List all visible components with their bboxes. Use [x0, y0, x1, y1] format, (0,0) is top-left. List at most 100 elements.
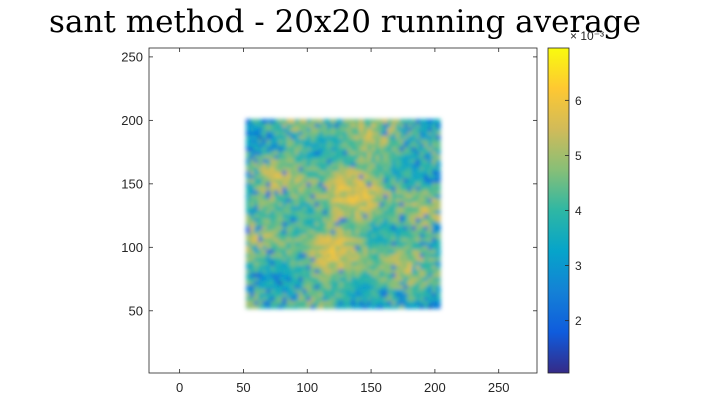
- heatmap-cell: [250, 150, 255, 156]
- heatmap-cell: [363, 213, 368, 219]
- heatmap-cell: [395, 201, 401, 207]
- heatmap-cell: [250, 126, 255, 132]
- heatmap-cell: [282, 201, 288, 207]
- heatmap-cell: [431, 292, 437, 298]
- heatmap-cell: [371, 154, 376, 160]
- heatmap-cell: [270, 276, 275, 282]
- heatmap-cell: [286, 221, 292, 227]
- heatmap-cell: [395, 146, 401, 152]
- heatmap-cell: [415, 217, 421, 223]
- heatmap-cell: [367, 205, 372, 211]
- heatmap-cell: [399, 276, 405, 282]
- heatmap-cell: [258, 221, 263, 227]
- heatmap-cell: [282, 300, 288, 305]
- heatmap-cell: [363, 138, 368, 144]
- heatmap-cell: [306, 201, 312, 207]
- heatmap-cell: [343, 209, 348, 215]
- heatmap-cell: [379, 296, 385, 301]
- heatmap-cell: [274, 272, 279, 278]
- heatmap-cell: [367, 257, 372, 262]
- heatmap-cell: [427, 253, 433, 258]
- heatmap-cell: [379, 217, 385, 223]
- heatmap-cell: [387, 150, 393, 156]
- heatmap-cell: [419, 276, 425, 282]
- heatmap-cell: [351, 166, 356, 171]
- heatmap-cell: [314, 126, 320, 132]
- heatmap-cell: [274, 130, 279, 136]
- heatmap-cell: [294, 119, 300, 124]
- heatmap-cell: [367, 304, 372, 309]
- heatmap-cell: [330, 174, 336, 179]
- heatmap-cell: [310, 296, 316, 301]
- heatmap-cell: [375, 166, 380, 171]
- heatmap-cell: [375, 229, 380, 234]
- heatmap-cell: [407, 205, 413, 211]
- heatmap-cell: [355, 217, 360, 223]
- heatmap-cell: [286, 205, 292, 211]
- heatmap-cell: [302, 241, 308, 246]
- heatmap-cell: [359, 284, 364, 290]
- heatmap-cell: [254, 178, 259, 183]
- heatmap-cell: [302, 257, 308, 262]
- heatmap-cell: [282, 229, 288, 234]
- heatmap-cell: [258, 264, 263, 270]
- heatmap-cell: [427, 300, 433, 305]
- heatmap-cell: [246, 276, 251, 282]
- heatmap-cell: [270, 205, 275, 211]
- heatmap-cell: [399, 209, 405, 215]
- heatmap-cell: [290, 178, 296, 183]
- heatmap-cell: [258, 178, 263, 183]
- heatmap-cell: [274, 288, 279, 294]
- heatmap-cell: [330, 300, 336, 305]
- heatmap-cell: [250, 130, 255, 136]
- heatmap-cell: [330, 154, 336, 160]
- heatmap-cell: [334, 209, 340, 215]
- heatmap-cell: [290, 272, 296, 278]
- heatmap-cell: [294, 257, 300, 262]
- heatmap-cell: [415, 225, 421, 231]
- heatmap-cell: [407, 237, 413, 242]
- heatmap-cell: [351, 233, 356, 238]
- heatmap-cell: [278, 154, 283, 160]
- heatmap-cell: [391, 257, 397, 262]
- heatmap-cell: [290, 253, 296, 258]
- heatmap-cell: [431, 253, 437, 258]
- y-tick-label: 100: [121, 240, 143, 255]
- heatmap-cell: [355, 233, 360, 238]
- heatmap-cell: [395, 241, 401, 246]
- heatmap-cell: [347, 229, 352, 234]
- heatmap-cell: [322, 264, 328, 270]
- heatmap-cell: [351, 292, 356, 298]
- heatmap-cell: [383, 178, 389, 183]
- heatmap-cell: [343, 193, 348, 199]
- heatmap-cell: [294, 276, 300, 282]
- heatmap-cell: [270, 123, 275, 128]
- heatmap-cell: [383, 249, 389, 254]
- heatmap-cell: [435, 150, 441, 156]
- heatmap-cell: [294, 241, 300, 246]
- heatmap-cell: [294, 296, 300, 301]
- heatmap-cell: [290, 150, 296, 156]
- heatmap-cell: [322, 182, 328, 187]
- heatmap-cell: [290, 130, 296, 136]
- heatmap-cell: [258, 186, 263, 191]
- heatmap-cell: [363, 197, 368, 203]
- heatmap-cell: [258, 162, 263, 167]
- heatmap-cell: [310, 292, 316, 298]
- heatmap-cell: [343, 146, 348, 152]
- heatmap-cell: [294, 264, 300, 270]
- heatmap-cell: [310, 154, 316, 160]
- heatmap-cell: [326, 142, 332, 148]
- heatmap-cell: [254, 190, 259, 195]
- heatmap-cell: [347, 241, 352, 246]
- heatmap-cell: [250, 268, 255, 274]
- heatmap-cell: [415, 126, 421, 132]
- heatmap-cell: [343, 288, 348, 294]
- heatmap-cell: [290, 245, 296, 250]
- heatmap-cell: [274, 241, 279, 246]
- heatmap-cell: [278, 166, 283, 171]
- heatmap-cell: [351, 130, 356, 136]
- heatmap-cell: [343, 304, 348, 309]
- heatmap-cell: [310, 150, 316, 156]
- heatmap-cell: [306, 158, 312, 164]
